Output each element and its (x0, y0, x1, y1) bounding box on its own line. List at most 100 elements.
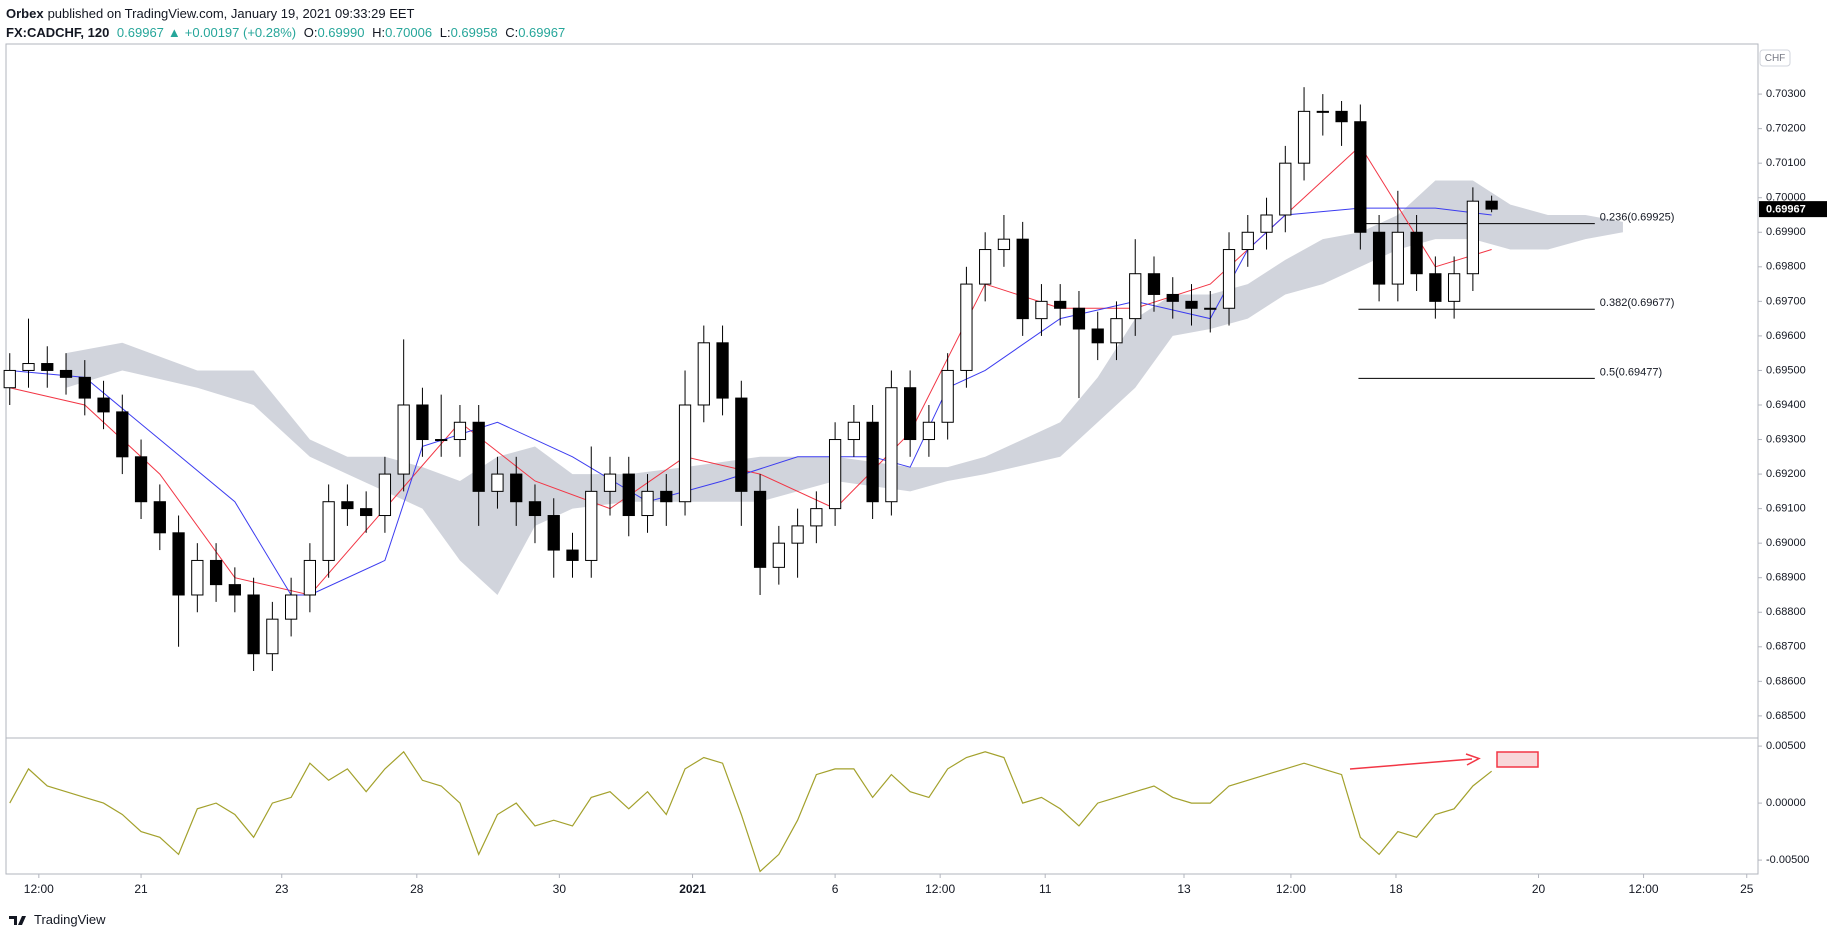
last-price-label: 0.69967 (1766, 204, 1806, 216)
x-tick-label: 28 (410, 882, 424, 896)
brand: TradingView (34, 912, 106, 927)
y-tick-label: 0.68600 (1766, 675, 1806, 687)
y-tick-label: 0.70100 (1766, 157, 1806, 169)
h-label: H: (372, 25, 386, 40)
candle-body (153, 501, 166, 534)
candle-body (641, 490, 654, 517)
y-tick-label: 0.70300 (1766, 88, 1806, 100)
candle-body (1035, 300, 1048, 320)
candle-body (960, 283, 973, 371)
candle-body (360, 508, 373, 517)
candle-body (847, 421, 860, 441)
l-value: 0.69958 (450, 25, 498, 40)
x-tick-label: 12:00 (1629, 882, 1659, 896)
y-tick-label: 0.69100 (1766, 503, 1806, 515)
y-tick-label: 0.69300 (1766, 433, 1806, 445)
y-tick-label: 0.69400 (1766, 399, 1806, 411)
candle-body (228, 584, 241, 596)
oscillator-line (9, 750, 1493, 873)
y-tick-label: 0.69000 (1766, 537, 1806, 549)
y-tick-label: 0.69200 (1766, 468, 1806, 480)
candle-body (1316, 110, 1329, 113)
last: 0.69967 (116, 25, 164, 40)
candle-body (191, 559, 204, 596)
fib-label: 0.5(0.69477) (1600, 366, 1662, 378)
candle-body (1260, 214, 1273, 233)
y-tick-label: 0.69700 (1766, 295, 1806, 307)
l-label: L: (439, 25, 451, 40)
annotation-arrow-head (1465, 753, 1481, 766)
candle-body (491, 473, 504, 492)
layer: 0.68500 0.68600 0.68700 0.68800 0.68900 0.690… (3, 87, 1827, 896)
y-tick-label: 0.70200 (1766, 123, 1806, 135)
candle-body (1429, 273, 1442, 302)
candle-body (828, 439, 842, 510)
x-tick-label: 21 (134, 882, 148, 896)
candle-body (341, 501, 354, 510)
candle-body (1147, 273, 1161, 295)
symbol: FX:CADCHF, 120 (6, 25, 110, 40)
currency-label: CHF (1765, 53, 1786, 64)
candle-body (59, 369, 73, 378)
y-tick-label: 0.00500 (1766, 740, 1806, 752)
candle-body (716, 342, 729, 399)
candle-body (1222, 249, 1236, 309)
annotation-box (1496, 751, 1539, 768)
x-tick-label: 12:00 (24, 882, 54, 896)
candle-body (435, 439, 448, 442)
candle-body (941, 369, 954, 423)
o-value: 0.69990 (317, 25, 365, 40)
c-value: 0.69967 (518, 25, 566, 40)
candle-body (922, 421, 936, 441)
author: Orbex (6, 6, 44, 21)
candle-body (885, 387, 898, 503)
x-tick-label: 2021 (679, 882, 706, 896)
logo (9, 915, 26, 925)
candle-body (3, 369, 16, 389)
candle-body (791, 525, 804, 544)
candle-body (1354, 121, 1367, 233)
change: +0.00197 (+0.28%) (184, 25, 297, 40)
h-value: 0.70006 (385, 25, 433, 40)
candle-body (678, 404, 692, 503)
currency-badge (1759, 49, 1791, 67)
candle-body (1110, 318, 1123, 344)
candle-body (547, 515, 560, 551)
candle-body (1335, 110, 1348, 123)
candle-body (1410, 231, 1423, 275)
x-tick-label: 13 (1177, 882, 1191, 896)
candle-body (1054, 300, 1067, 309)
candle-body (1372, 231, 1386, 285)
fib-label: 0.236(0.69925) (1600, 212, 1675, 224)
x-tick-label: 20 (1532, 882, 1546, 896)
candle-body (116, 411, 129, 458)
candle-body (378, 473, 392, 517)
last-price-tag (1759, 201, 1827, 218)
candle-body (209, 559, 223, 586)
y-tick-label: 0.68800 (1766, 606, 1806, 618)
candle-body (247, 594, 260, 655)
candle-body (904, 387, 917, 441)
candle-body (134, 456, 148, 503)
x-tick-label: 18 (1389, 882, 1403, 896)
candle-body (660, 490, 673, 503)
pane-border (5, 43, 1759, 875)
candle-body (735, 397, 748, 492)
candle-body (22, 363, 35, 371)
candle-body (397, 404, 410, 475)
y-tick-label: 0.00000 (1766, 797, 1806, 809)
y-tick-label: 0.68900 (1766, 572, 1806, 584)
x-tick-label: 11 (1039, 882, 1052, 896)
candle-body (1485, 200, 1498, 210)
fib-label: 0.382(0.69677) (1600, 297, 1675, 309)
candle-body (585, 490, 598, 561)
y-tick-label: 0.68500 (1766, 710, 1806, 722)
y-tick-label: 0.69600 (1766, 330, 1806, 342)
published: published on TradingView.com, January 19… (47, 6, 415, 21)
candle-body (1391, 231, 1404, 285)
y-tick-label: 0.69900 (1766, 226, 1806, 238)
candle-body (1129, 273, 1142, 320)
y-tick-label: 0.70000 (1766, 192, 1806, 204)
